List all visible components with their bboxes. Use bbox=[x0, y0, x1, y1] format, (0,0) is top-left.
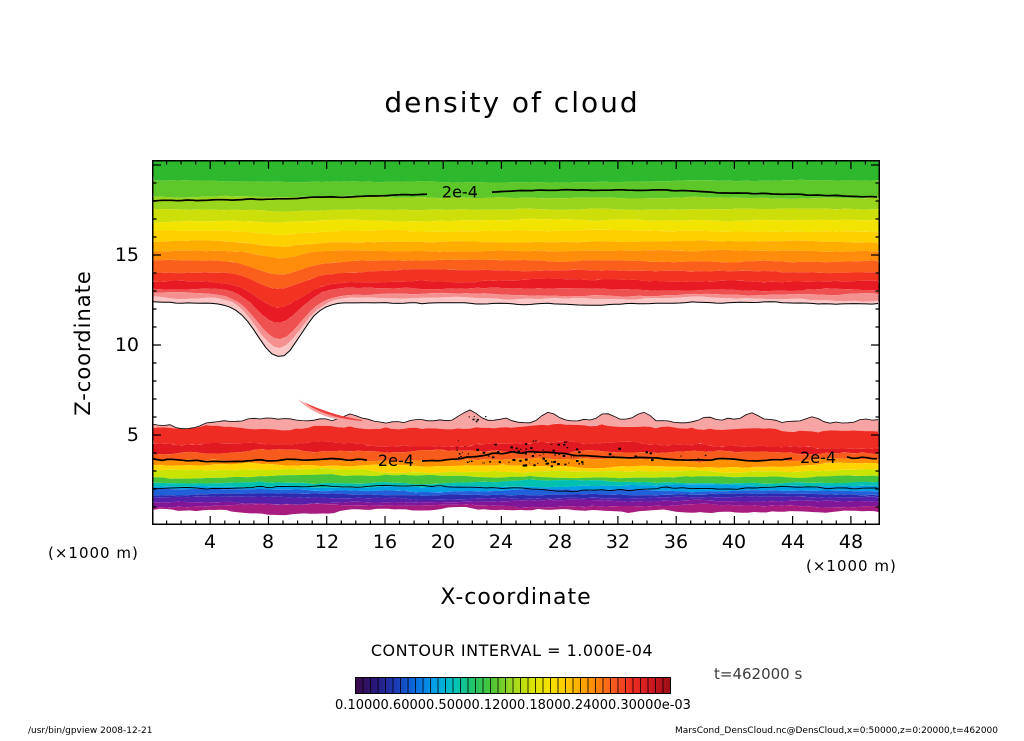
x-tick-label-20: 20 bbox=[430, 531, 456, 553]
x-tick-label-48: 48 bbox=[838, 531, 864, 553]
x-tick-label-24: 24 bbox=[488, 531, 514, 553]
x-axis-label: X-coordinate bbox=[440, 585, 592, 610]
x-tick-label-4: 4 bbox=[203, 531, 217, 553]
x-axis-unit: (×1000 m) bbox=[806, 557, 897, 575]
x-tick-label-40: 40 bbox=[721, 531, 747, 553]
svg-text:2e-4: 2e-4 bbox=[800, 448, 836, 467]
y-axis-unit: (×1000 m) bbox=[48, 544, 139, 562]
x-tick-label-44: 44 bbox=[780, 531, 806, 553]
svg-text:2e-4: 2e-4 bbox=[378, 451, 414, 470]
y-tick-label-15: 15 bbox=[114, 244, 139, 266]
contour-interval-text: CONTOUR INTERVAL = 1.000E-04 bbox=[370, 641, 654, 660]
colorbar bbox=[355, 677, 671, 694]
colorbar-segments bbox=[356, 678, 670, 693]
plot-area: 2e-4 2e-4 2e-4 bbox=[152, 160, 880, 525]
x-tick-label-36: 36 bbox=[663, 531, 689, 553]
svg-text:2e-4: 2e-4 bbox=[442, 182, 478, 201]
time-label: t=462000 s bbox=[714, 665, 803, 683]
colorbar-tick-labels: 0.10000.60000.50000.12000.18000.24000.30… bbox=[335, 698, 691, 713]
x-tick-label-8: 8 bbox=[261, 531, 275, 553]
footer-data-source: MarsCond_DensCloud.nc@DensCloud,x=0:5000… bbox=[675, 726, 998, 736]
x-tick-label-16: 16 bbox=[372, 531, 398, 553]
plot-title: density of cloud bbox=[384, 86, 640, 119]
y-axis-tick-labels: 15 10 5 bbox=[96, 160, 144, 525]
x-tick-label-12: 12 bbox=[314, 531, 340, 553]
y-tick-label-5: 5 bbox=[126, 424, 139, 446]
x-axis-tick-labels: 4 8 12 16 20 24 28 32 36 40 44 48 bbox=[152, 531, 880, 555]
footer-command-line: /usr/bin/gpview 2008-12-21 bbox=[28, 726, 153, 736]
y-tick-label-10: 10 bbox=[114, 334, 139, 356]
y-axis-label-text: Z-coordinate bbox=[71, 269, 96, 416]
y-axis-label: Z-coordinate bbox=[66, 160, 100, 525]
contour-plot: 2e-4 2e-4 2e-4 bbox=[152, 160, 880, 525]
x-tick-label-32: 32 bbox=[605, 531, 631, 553]
x-tick-label-28: 28 bbox=[547, 531, 573, 553]
